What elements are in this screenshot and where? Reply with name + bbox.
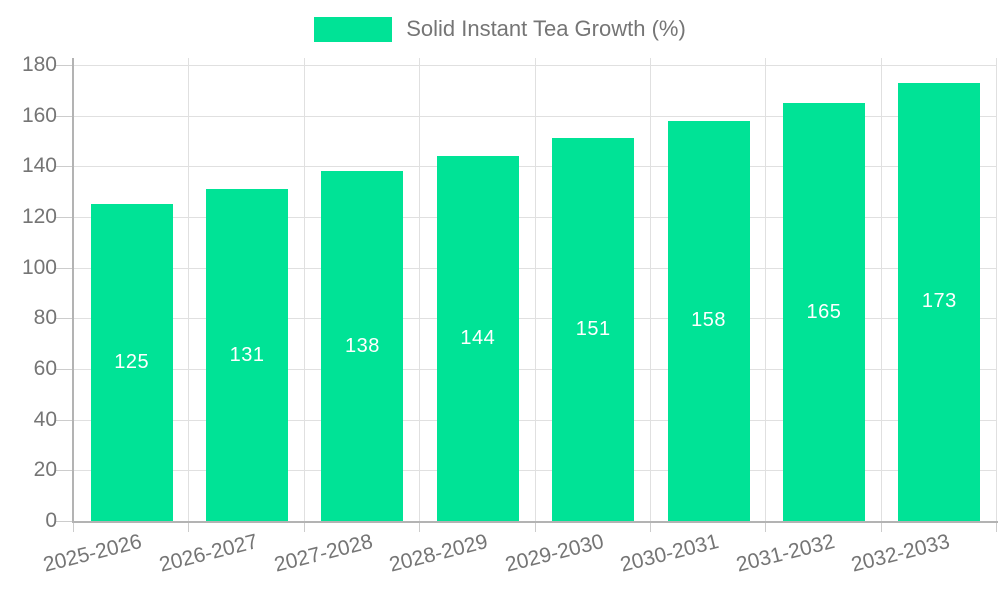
y-axis-tick: [55, 166, 72, 168]
x-axis-label: 2027-2028: [271, 530, 376, 577]
y-axis-tick: [55, 267, 72, 269]
x-axis-label: 2026-2027: [156, 530, 260, 577]
x-axis-label: 2029-2030: [502, 530, 606, 577]
x-gridline: [880, 58, 882, 521]
x-axis-tick: [419, 523, 421, 532]
x-axis-tick: [765, 523, 767, 532]
x-gridline: [419, 58, 421, 521]
bar[interactable]: 165: [782, 103, 865, 521]
legend-swatch-icon: [314, 16, 393, 42]
x-axis-label: 2028-2029: [387, 530, 491, 577]
x-axis-tick: [303, 523, 305, 532]
y-axis-tick: [55, 217, 72, 218]
legend[interactable]: Solid Instant Tea Growth (%): [0, 16, 1000, 42]
x-axis-label: 2032-2033: [848, 530, 952, 577]
bar[interactable]: 173: [898, 82, 981, 521]
y-axis-line: [72, 58, 74, 523]
y-axis-label: 180: [21, 53, 57, 76]
bar-value-label: 125: [114, 351, 150, 374]
bar-value-label: 158: [691, 309, 726, 332]
bar-value-label: 144: [460, 327, 496, 350]
bar-value-label: 131: [229, 343, 265, 366]
y-axis-tick: [55, 318, 72, 320]
x-gridline: [188, 58, 190, 521]
y-axis-label: 40: [33, 407, 57, 431]
bar-value-label: 151: [575, 318, 611, 341]
y-axis-tick: [55, 115, 72, 117]
x-axis-tick: [73, 523, 74, 532]
bar[interactable]: 138: [321, 171, 404, 521]
bar-value-label: 138: [345, 334, 380, 357]
x-gridline: [649, 58, 651, 521]
y-axis-label: 80: [33, 306, 57, 330]
x-axis-tick: [534, 523, 536, 532]
y-axis-tick: [55, 470, 72, 472]
x-gridline: [534, 58, 536, 521]
x-axis-label: 2025-2026: [41, 530, 145, 577]
y-axis-tick: [55, 369, 72, 370]
x-axis-tick: [649, 523, 651, 532]
x-axis-label: 2031-2032: [733, 530, 837, 577]
bar[interactable]: 125: [90, 204, 173, 521]
bar-value-label: 165: [806, 300, 842, 323]
bar[interactable]: 158: [667, 120, 750, 521]
x-axis-tick: [880, 523, 882, 532]
y-axis-label: 120: [21, 205, 57, 228]
y-axis-label: 60: [33, 357, 57, 380]
y-axis-label: 160: [21, 103, 57, 127]
x-axis-label: 2030-2031: [618, 530, 722, 577]
y-axis-label: 0: [45, 509, 57, 532]
y-axis-tick: [55, 521, 72, 522]
legend-label: Solid Instant Tea Growth (%): [406, 16, 686, 41]
bar[interactable]: 144: [436, 156, 519, 521]
x-axis-line: [72, 521, 998, 523]
x-axis-tick: [188, 523, 190, 532]
y-axis-label: 140: [21, 154, 57, 178]
y-axis-tick: [55, 65, 72, 66]
x-gridline: [765, 58, 767, 521]
bar[interactable]: 131: [206, 189, 289, 521]
x-gridline: [303, 58, 305, 521]
y-axis-label: 100: [21, 255, 57, 279]
bar-value-label: 173: [921, 290, 957, 313]
bar[interactable]: 151: [552, 138, 635, 521]
y-axis-label: 20: [33, 458, 57, 482]
x-gridline: [996, 58, 997, 521]
x-axis-tick: [996, 523, 997, 532]
y-axis-tick: [55, 419, 72, 421]
